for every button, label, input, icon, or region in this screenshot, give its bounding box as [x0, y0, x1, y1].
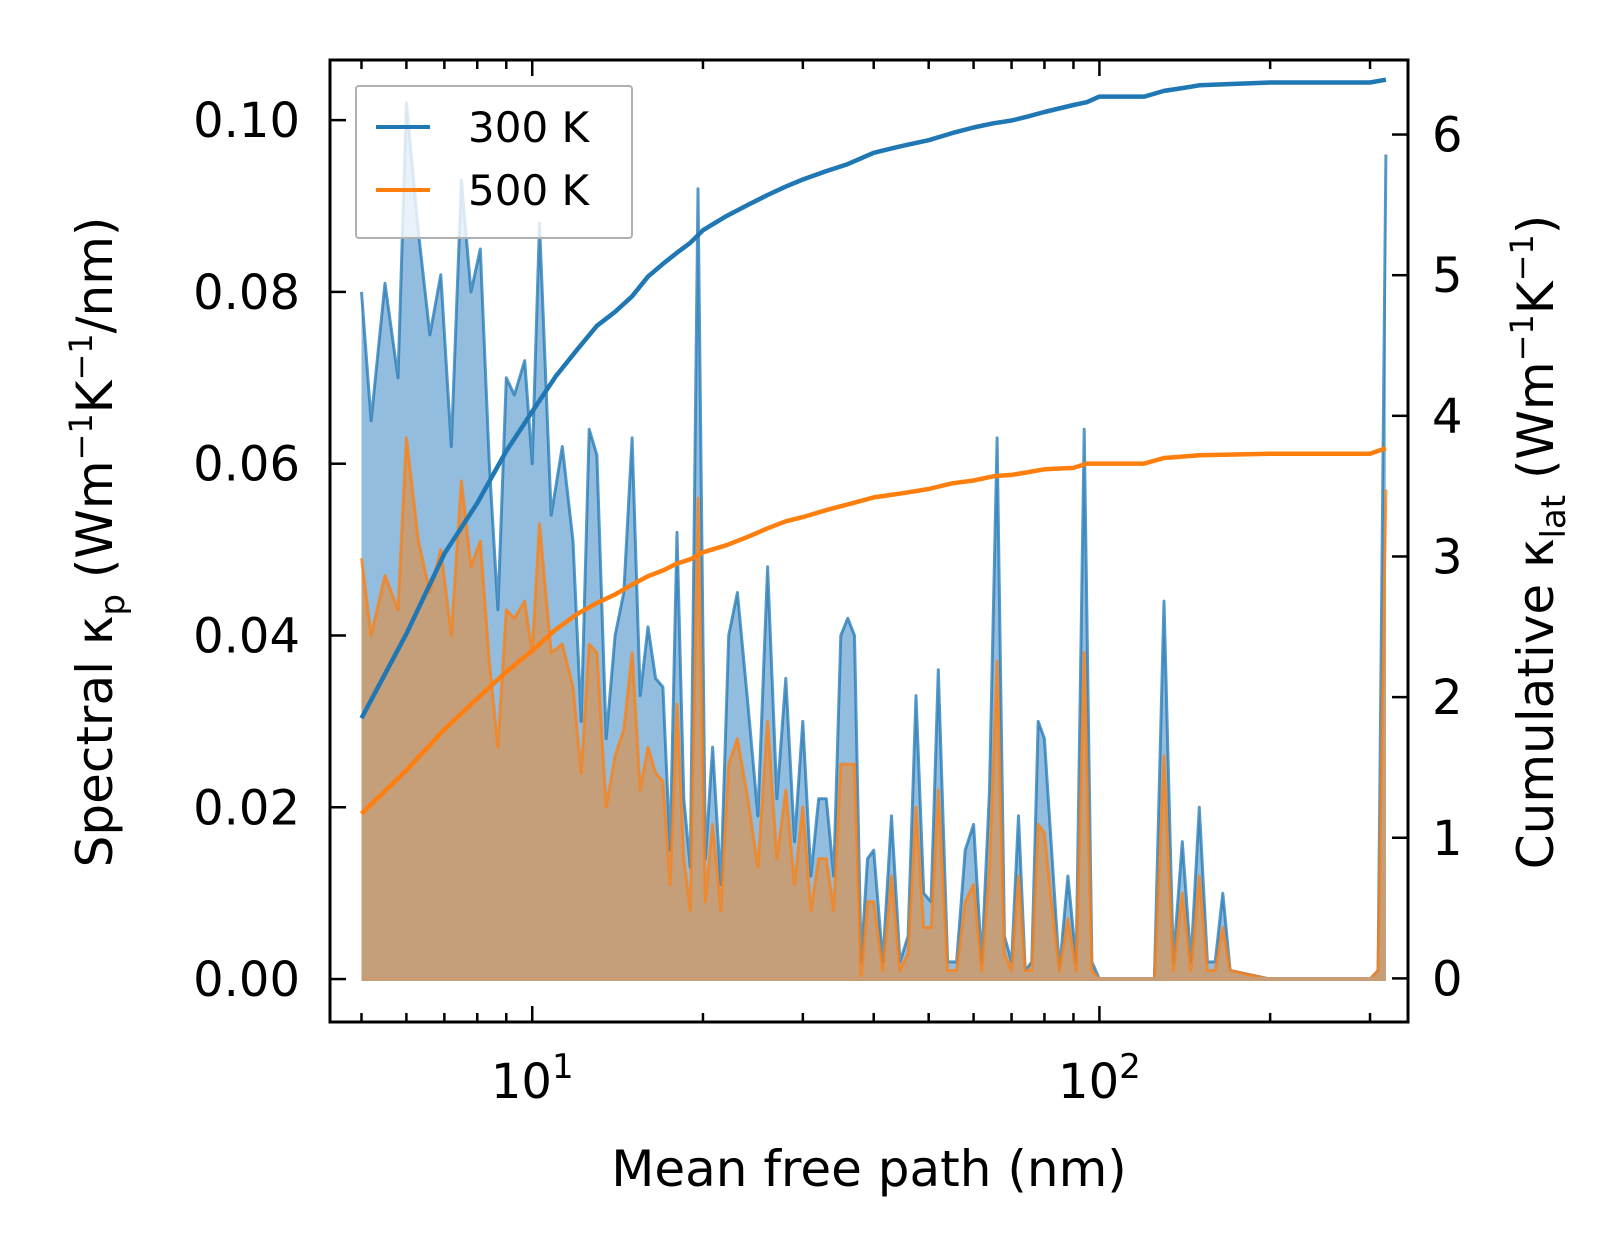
right-axis-title: Cumulative κlat (Wm−1K−1)	[1503, 215, 1574, 870]
legend-label-300k: 300 K	[468, 103, 591, 152]
cumulative-line-500k	[359, 446, 1387, 816]
legend-label-500k: 500 K	[468, 166, 591, 215]
left-tick-label: 0.02	[193, 780, 300, 836]
left-tick-label: 0.06	[193, 437, 300, 493]
cumulative-line-300k	[359, 77, 1387, 720]
legend: 300 K 500 K	[355, 85, 633, 239]
plot-frame	[328, 58, 1410, 1024]
x-tick-label: 101	[491, 1047, 574, 1110]
right-tick-label: 4	[1432, 389, 1463, 445]
left-tick-label: 0.00	[193, 952, 300, 1008]
right-tick-label: 6	[1432, 108, 1463, 164]
left-tick-label: 0.08	[193, 265, 300, 321]
spectral-area-500k	[361, 437, 1386, 980]
x-axis-title: Mean free path (nm)	[611, 1140, 1127, 1198]
plot-area	[359, 77, 1388, 982]
right-tick-label: 0	[1432, 951, 1463, 1007]
left-tick-label: 0.10	[193, 93, 300, 149]
left-axis-title: Spectral κp (Wm−1K−1/nm)	[62, 217, 133, 868]
x-tick-label: 102	[1058, 1047, 1141, 1110]
left-tick-label: 0.04	[193, 608, 300, 664]
right-tick-label: 5	[1432, 248, 1463, 304]
legend-box	[355, 85, 633, 239]
right-tick-label: 2	[1432, 670, 1463, 726]
axis-ticks	[330, 60, 1408, 1022]
right-tick-label: 1	[1432, 811, 1463, 867]
right-tick-label: 3	[1432, 529, 1463, 585]
